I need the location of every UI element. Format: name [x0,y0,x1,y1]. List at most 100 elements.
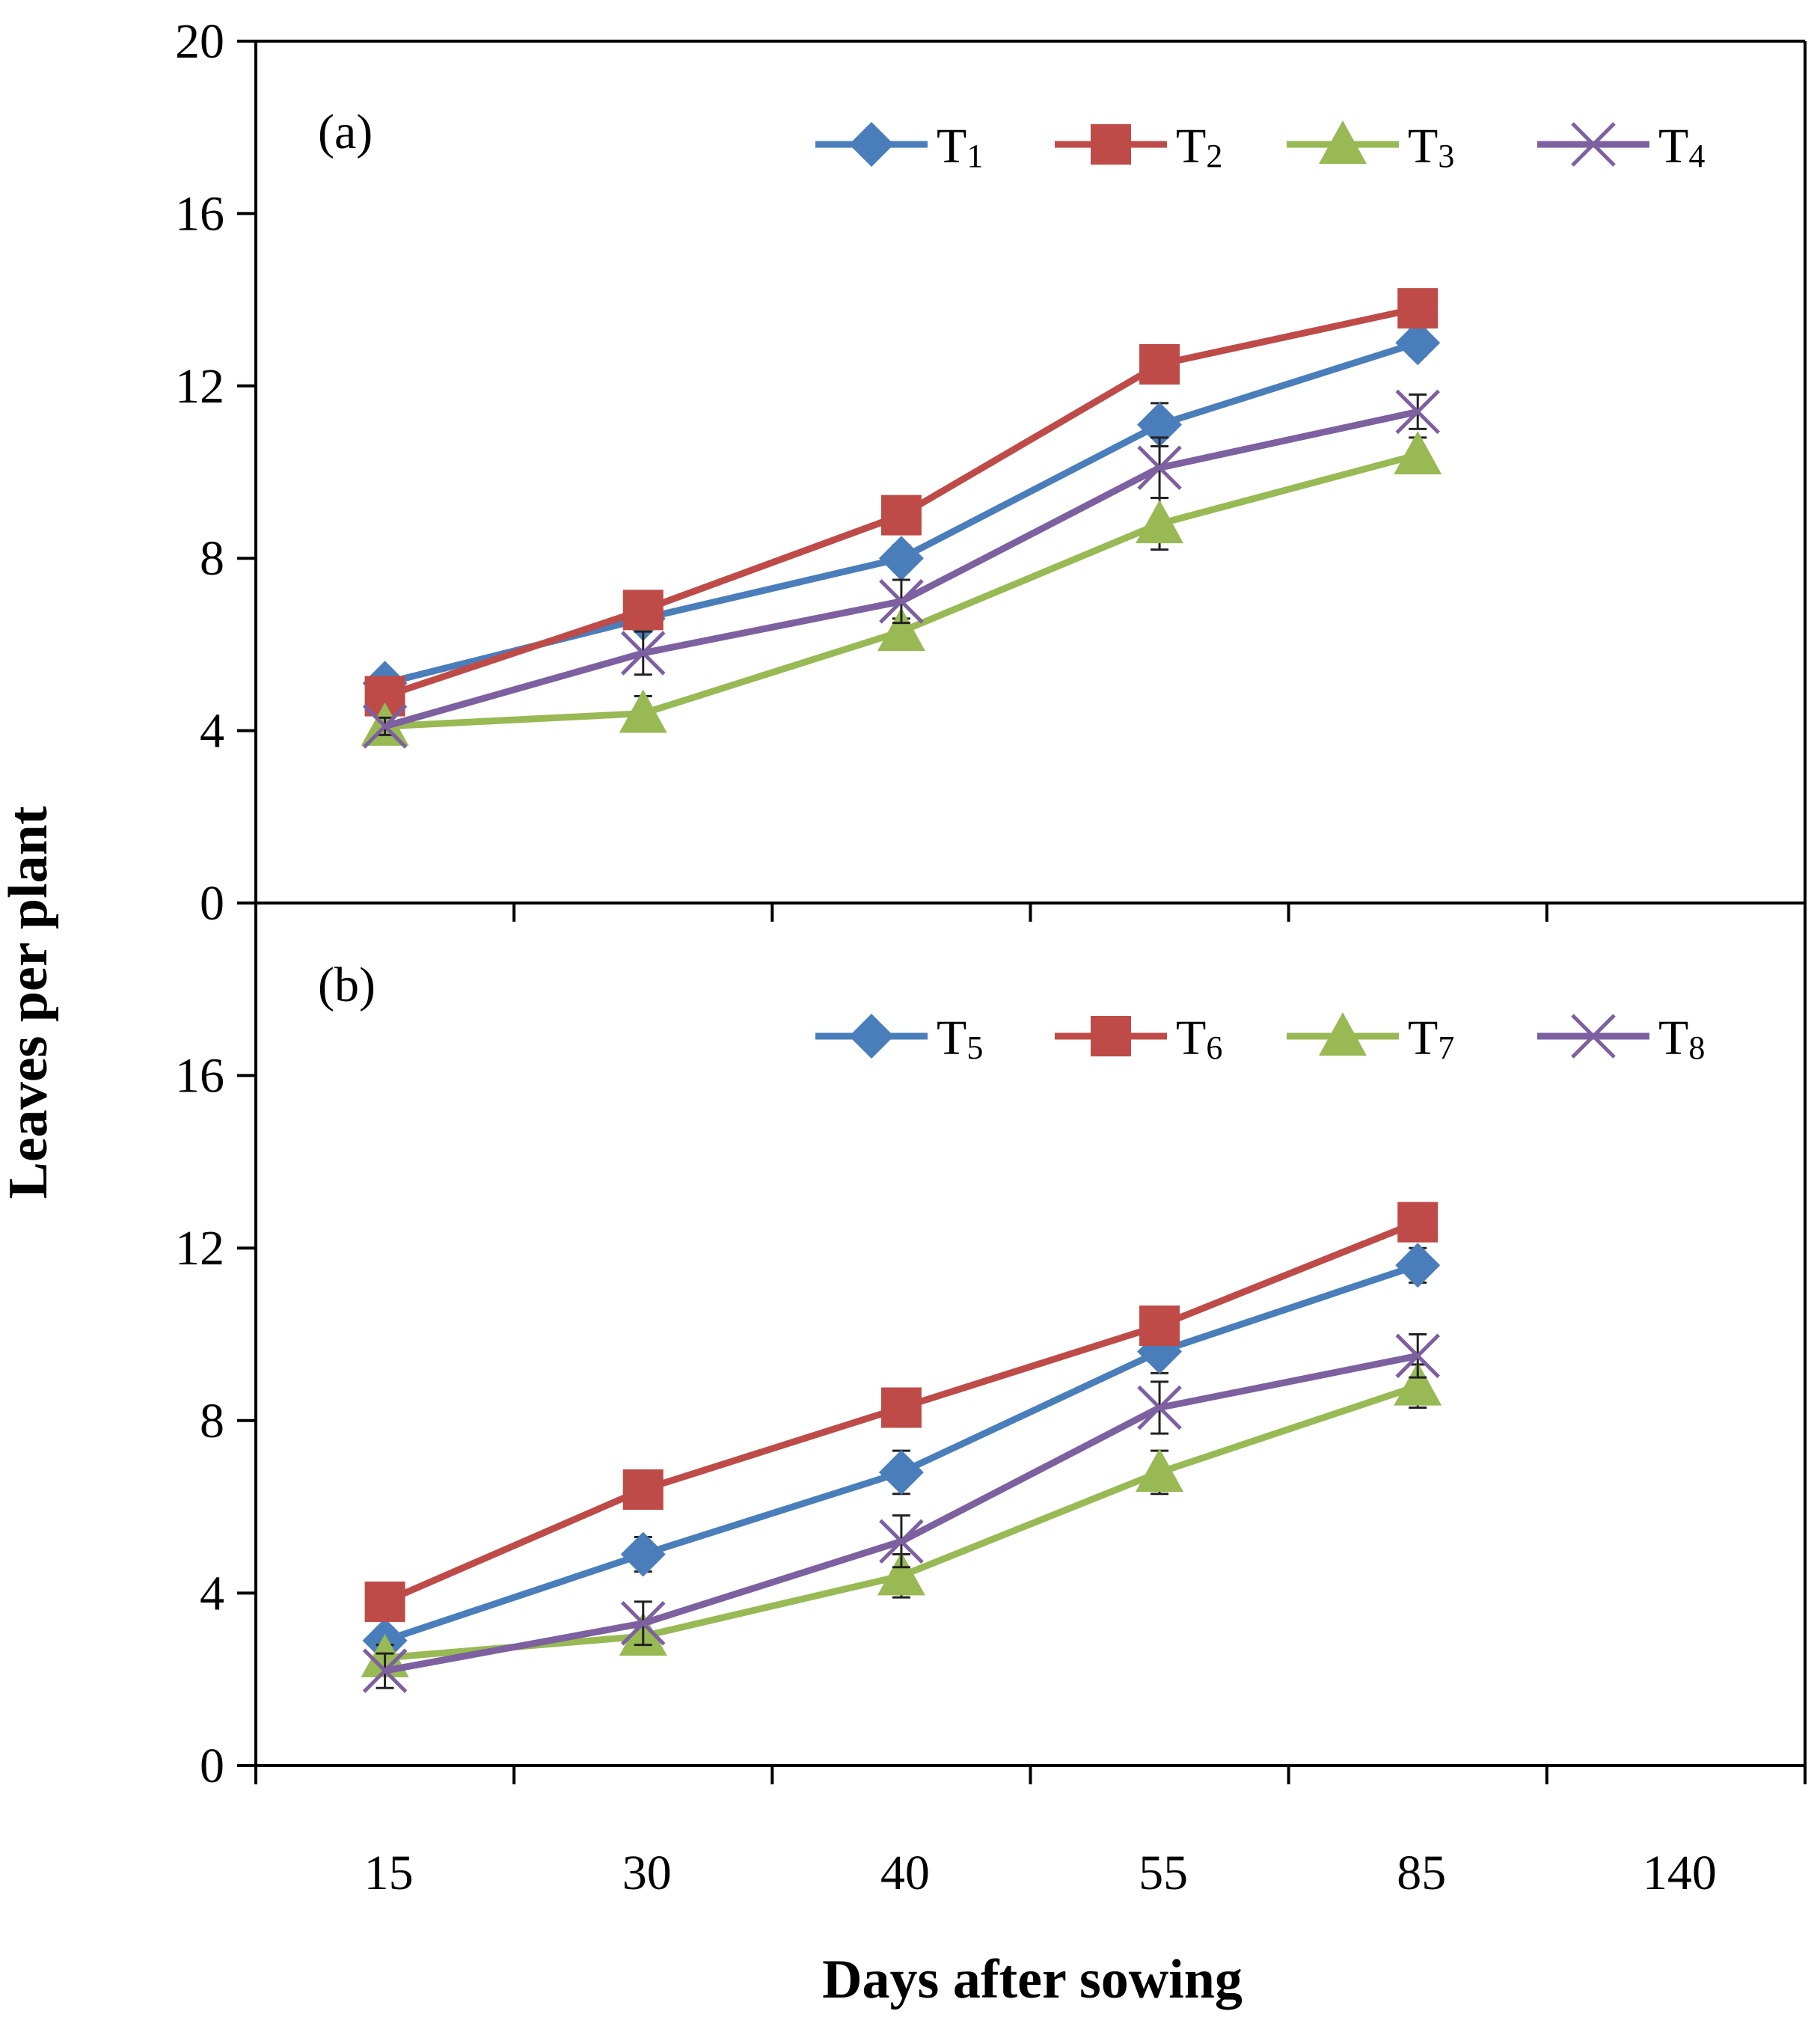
y-tick-label: 20 [175,14,224,69]
series-T4 [362,389,1441,749]
x-tick-label: 15 [364,1846,414,1900]
data-point [878,536,924,581]
data-point [1395,320,1441,366]
legend-item: T1 [815,119,983,174]
data-point [362,1648,408,1693]
data-point [362,704,408,749]
data-point [877,1552,925,1596]
marker-stroke [620,1600,666,1646]
x-tick-label: 55 [1139,1846,1188,1900]
data-point [1136,500,1184,544]
data-point [1137,445,1182,491]
data-point [1139,344,1180,385]
data-point [877,607,925,652]
data-point [619,689,667,733]
legend-item: T8 [1537,1011,1705,1066]
marker-stroke [362,1648,408,1693]
marker-stroke [620,631,666,676]
legend-label: T4 [1658,119,1705,174]
legend: T5 T6 T7 T8 [815,1011,1705,1066]
data-point [1395,1333,1441,1379]
y-tick-label: 16 [175,1049,224,1104]
legend-item: T7 [1287,1011,1454,1066]
data-point [1137,1385,1182,1430]
y-axis-title: Leaves per plant [0,806,59,1199]
data-point [1137,402,1183,447]
legend-label: T8 [1658,1011,1705,1066]
data-point [1397,1202,1438,1243]
series-T5 [362,1243,1441,1663]
legend-marker [849,1014,894,1059]
x-tick-label: 85 [1397,1846,1446,1900]
data-point [620,1600,666,1646]
series-T6 [364,1202,1438,1622]
legend-label: T2 [1176,119,1222,174]
data-point [880,495,922,536]
data-point [1394,430,1442,474]
data-point [622,1469,664,1511]
y-tick-label: 8 [200,1394,224,1448]
data-point [364,1581,405,1622]
panel-b: 0 4 8 12 16 (b) T5 T6 T7 T8 [175,902,1807,1793]
x-axis-title: Days after sowing [822,1949,1243,2010]
legend-item: T5 [815,1011,983,1066]
legend-marker [1571,1014,1616,1059]
marker-stroke [1571,1014,1616,1059]
legend-marker [1319,120,1367,164]
x-axis: 15 30 40 55 85 140 [364,1846,1717,1900]
series-T2 [364,288,1438,717]
legend-label: T3 [1408,119,1454,174]
y-tick-label: 8 [200,531,224,586]
marker-stroke [879,579,924,624]
data-point [879,1519,924,1564]
legend-label: T6 [1176,1011,1222,1066]
y-tick-label: 0 [200,1739,224,1793]
marker-stroke [1395,389,1441,435]
legend-marker [1319,1012,1367,1056]
marker-stroke [1137,445,1182,491]
marker-stroke [362,704,408,749]
legend-item: T6 [1055,1011,1222,1066]
legend: T1 T2 T3 T4 [815,119,1705,174]
data-point [1136,1448,1184,1492]
data-point [879,579,924,624]
legend-marker [849,122,894,167]
data-point [880,1387,922,1428]
panel-a: 0 4 8 12 16 20 (a) T1 T2 T3 T4 [175,14,1807,931]
data-point [1139,1305,1180,1346]
y-tick-label: 12 [175,359,224,414]
legend-label: T1 [937,119,983,174]
data-point [1395,1243,1441,1288]
y-tick-label: 4 [200,704,224,759]
legend-marker [1091,124,1131,165]
data-point [878,1449,924,1495]
legend-label: T7 [1408,1011,1454,1066]
data-point [620,631,666,676]
legend-item: T3 [1287,119,1454,174]
y-tick-label: 0 [200,876,224,931]
y-tick-label: 16 [175,186,224,241]
y-tick-label: 12 [175,1221,224,1276]
x-tick-label: 40 [880,1846,930,1900]
y-tick-label: 4 [200,1566,224,1620]
legend-marker [1091,1016,1131,1056]
legend-marker [1571,122,1616,167]
panel-label: (b) [318,958,376,1012]
data-point [622,590,664,631]
data-point [620,1531,666,1577]
data-point [1395,389,1441,435]
marker-stroke [879,1519,924,1564]
marker-stroke [1137,1385,1182,1430]
series-T8 [362,1333,1441,1693]
panel-label: (a) [318,105,373,159]
legend-item: T4 [1537,119,1705,174]
legend-item: T2 [1055,119,1222,174]
x-tick-label: 30 [622,1846,672,1900]
x-tick-label: 140 [1643,1846,1717,1900]
legend-label: T5 [937,1011,983,1066]
data-point [1397,288,1438,329]
marker-stroke [1571,122,1616,167]
marker-stroke [1395,1333,1441,1379]
data-point [1394,1362,1442,1406]
